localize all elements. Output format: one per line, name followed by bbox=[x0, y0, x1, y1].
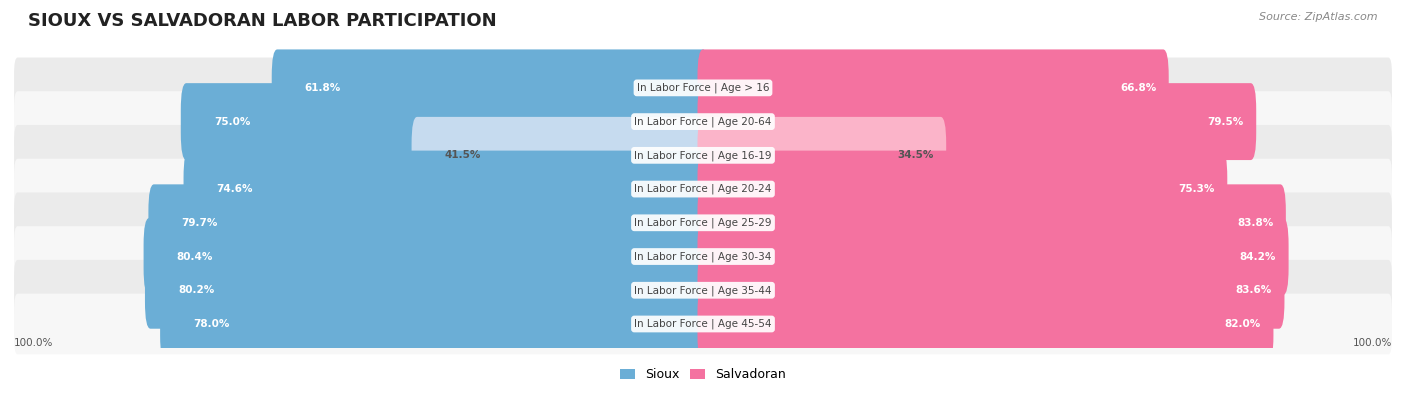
Text: In Labor Force | Age 30-34: In Labor Force | Age 30-34 bbox=[634, 251, 772, 262]
FancyBboxPatch shape bbox=[697, 218, 1289, 295]
FancyBboxPatch shape bbox=[697, 184, 1286, 261]
Text: In Labor Force | Age > 16: In Labor Force | Age > 16 bbox=[637, 83, 769, 93]
FancyBboxPatch shape bbox=[181, 83, 709, 160]
FancyBboxPatch shape bbox=[697, 150, 1227, 228]
Text: In Labor Force | Age 16-19: In Labor Force | Age 16-19 bbox=[634, 150, 772, 161]
FancyBboxPatch shape bbox=[143, 218, 709, 295]
Text: In Labor Force | Age 20-64: In Labor Force | Age 20-64 bbox=[634, 117, 772, 127]
Text: 78.0%: 78.0% bbox=[193, 319, 229, 329]
Text: 66.8%: 66.8% bbox=[1121, 83, 1156, 93]
Text: 41.5%: 41.5% bbox=[444, 150, 481, 160]
FancyBboxPatch shape bbox=[697, 286, 1274, 363]
FancyBboxPatch shape bbox=[145, 252, 709, 329]
FancyBboxPatch shape bbox=[697, 83, 1256, 160]
Text: 75.0%: 75.0% bbox=[214, 117, 250, 127]
Text: 83.8%: 83.8% bbox=[1237, 218, 1274, 228]
Text: Source: ZipAtlas.com: Source: ZipAtlas.com bbox=[1260, 12, 1378, 22]
Text: 80.4%: 80.4% bbox=[177, 252, 214, 261]
FancyBboxPatch shape bbox=[149, 184, 709, 261]
Text: 79.5%: 79.5% bbox=[1208, 117, 1244, 127]
Text: 83.6%: 83.6% bbox=[1236, 285, 1272, 295]
FancyBboxPatch shape bbox=[14, 260, 1392, 321]
FancyBboxPatch shape bbox=[14, 293, 1392, 354]
Text: 75.3%: 75.3% bbox=[1178, 184, 1215, 194]
Text: In Labor Force | Age 25-29: In Labor Force | Age 25-29 bbox=[634, 218, 772, 228]
FancyBboxPatch shape bbox=[14, 125, 1392, 186]
FancyBboxPatch shape bbox=[412, 117, 709, 194]
Text: In Labor Force | Age 20-24: In Labor Force | Age 20-24 bbox=[634, 184, 772, 194]
Text: 61.8%: 61.8% bbox=[305, 83, 342, 93]
Text: In Labor Force | Age 35-44: In Labor Force | Age 35-44 bbox=[634, 285, 772, 295]
FancyBboxPatch shape bbox=[14, 58, 1392, 118]
Text: 34.5%: 34.5% bbox=[897, 150, 934, 160]
FancyBboxPatch shape bbox=[184, 150, 709, 228]
Text: 100.0%: 100.0% bbox=[1353, 338, 1392, 348]
Text: 74.6%: 74.6% bbox=[217, 184, 253, 194]
Text: SIOUX VS SALVADORAN LABOR PARTICIPATION: SIOUX VS SALVADORAN LABOR PARTICIPATION bbox=[28, 12, 496, 30]
Text: 79.7%: 79.7% bbox=[181, 218, 218, 228]
FancyBboxPatch shape bbox=[271, 49, 709, 126]
FancyBboxPatch shape bbox=[14, 91, 1392, 152]
Text: 84.2%: 84.2% bbox=[1240, 252, 1277, 261]
FancyBboxPatch shape bbox=[697, 117, 946, 194]
FancyBboxPatch shape bbox=[14, 226, 1392, 287]
FancyBboxPatch shape bbox=[14, 159, 1392, 220]
Text: 100.0%: 100.0% bbox=[14, 338, 53, 348]
FancyBboxPatch shape bbox=[697, 49, 1168, 126]
Legend: Sioux, Salvadoran: Sioux, Salvadoran bbox=[616, 363, 790, 386]
Text: 82.0%: 82.0% bbox=[1225, 319, 1261, 329]
Text: 80.2%: 80.2% bbox=[179, 285, 214, 295]
FancyBboxPatch shape bbox=[160, 286, 709, 363]
Text: In Labor Force | Age 45-54: In Labor Force | Age 45-54 bbox=[634, 319, 772, 329]
FancyBboxPatch shape bbox=[697, 252, 1285, 329]
FancyBboxPatch shape bbox=[14, 192, 1392, 253]
